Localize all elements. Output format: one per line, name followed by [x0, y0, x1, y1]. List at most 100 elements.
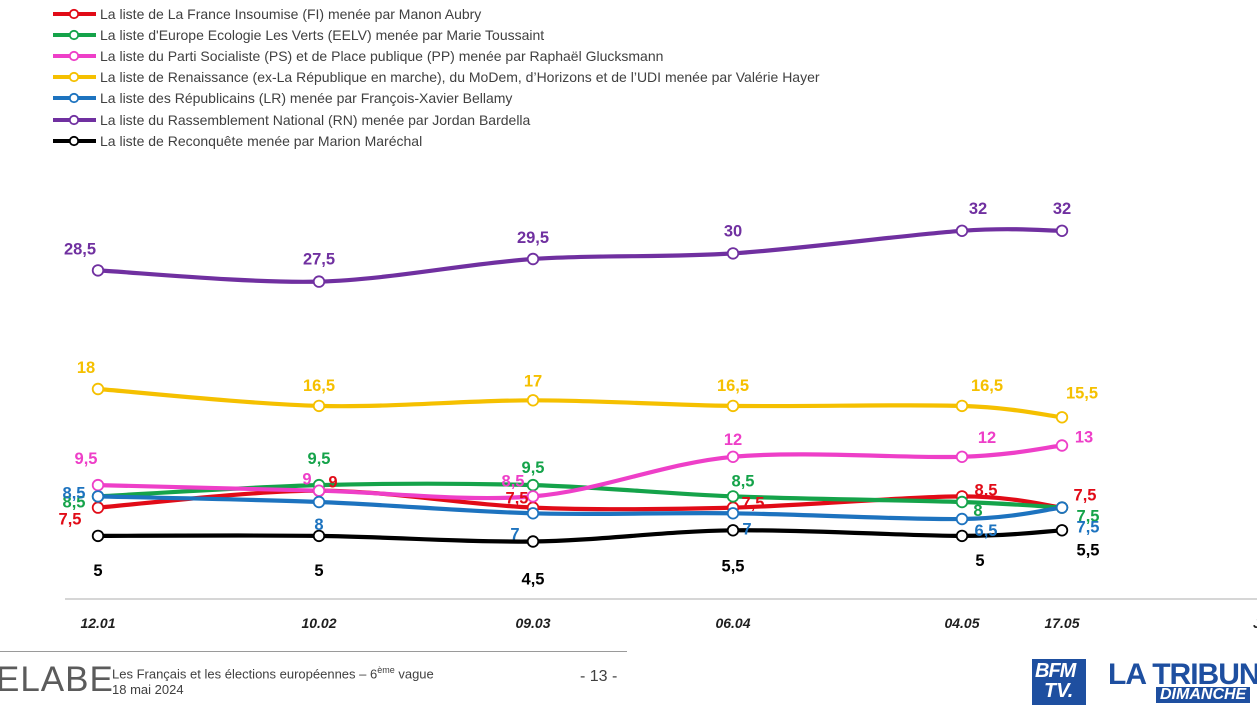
data-point-rec	[955, 529, 969, 543]
data-point-eelv	[526, 478, 540, 492]
data-label-eelv: 8,5	[63, 493, 86, 511]
data-label-fi: 7,5	[59, 511, 82, 529]
legend-label-ren: La liste de Renaissance (ex-La Républiqu…	[100, 69, 820, 86]
data-label-ren: 18	[77, 359, 95, 377]
data-label-rec: 5,5	[1077, 541, 1100, 559]
data-point-lr	[91, 490, 105, 503]
legend-label-fi: La liste de La France Insoumise (FI) men…	[100, 5, 482, 22]
legend-label-ps: La liste du Parti Socialiste (PS) et de …	[100, 47, 664, 64]
legend-swatch-fi	[53, 8, 96, 19]
footer-title-end: vague	[394, 666, 434, 682]
legend-item-eelv: La liste d'Europe Ecologie Les Verts (EE…	[52, 24, 820, 45]
data-point-eelv	[726, 490, 740, 503]
legend-label-rn: La liste du Rassemblement National (RN) …	[100, 111, 531, 128]
line-chart: 12.0110.0209.0306.0404.0517.05J7,597,57,…	[59, 200, 1257, 631]
x-tick-label: 17.05	[1044, 615, 1079, 631]
data-point-lr	[1055, 501, 1069, 514]
data-label-ren: 16,5	[303, 377, 335, 395]
legend-item-fi: La liste de La France Insoumise (FI) men…	[52, 3, 820, 24]
data-label-rn: 27,5	[303, 251, 335, 269]
legend-item-rec: La liste de Reconquête menée par Marion …	[52, 130, 820, 151]
footer-date: 18 mai 2024	[112, 682, 184, 698]
data-label-lr: 8,5	[63, 484, 86, 502]
data-label-lr: 7	[510, 525, 519, 543]
data-label-ps: 13	[1075, 429, 1093, 447]
data-label-eelv: 7,5	[1077, 508, 1100, 526]
data-label-ren: 16,5	[971, 377, 1003, 395]
footer-title: Les Français et les élections européenne…	[112, 666, 378, 682]
data-label-rec: 4,5	[522, 571, 545, 589]
data-label-ren: 15,5	[1066, 384, 1098, 402]
data-label-eelv: 8,5	[732, 472, 755, 490]
data-label-ren: 16,5	[717, 377, 749, 395]
data-label-eelv: 8	[973, 502, 982, 520]
bfmtv-logo: BFM TV.	[1032, 659, 1086, 705]
data-point-rn	[726, 247, 740, 260]
data-label-fi: 7,5	[1074, 487, 1097, 505]
x-tick-label: 06.04	[715, 615, 750, 631]
x-tick-label: 09.03	[515, 615, 550, 631]
data-point-lr	[955, 512, 969, 526]
chart-legend: La liste de La France Insoumise (FI) men…	[52, 3, 820, 151]
legend-swatch-ren	[53, 72, 96, 83]
data-label-rn: 32	[969, 200, 987, 218]
data-point-ps	[955, 450, 969, 464]
data-point-ren	[955, 399, 969, 413]
data-point-rec	[526, 535, 540, 548]
data-label-fi: 7,5	[742, 495, 765, 513]
data-point-ps	[1055, 439, 1069, 452]
bfm-logo-text: BFM	[1035, 660, 1076, 682]
data-label-ps: 9	[302, 471, 311, 489]
legend-swatch-eelv	[53, 29, 96, 40]
data-label-fi: 9	[328, 474, 337, 492]
data-point-ps	[726, 450, 740, 464]
series-line-ps	[95, 443, 1065, 501]
series-line-ren	[95, 386, 1065, 420]
data-point-ps	[91, 478, 105, 492]
data-point-lr	[726, 507, 740, 520]
data-point-lr	[312, 495, 326, 509]
legend-item-ren: La liste de Renaissance (ex-La Républiqu…	[52, 67, 820, 88]
data-label-lr: 7,5	[1077, 519, 1100, 537]
data-point-rec	[1055, 524, 1069, 537]
dimanche-logo-text: DIMANCHE	[1156, 687, 1251, 703]
data-label-rec: 5,5	[722, 557, 745, 575]
data-label-rn: 28,5	[64, 240, 96, 258]
legend-label-lr: La liste des Républicains (LR) menée par…	[100, 90, 513, 107]
data-label-ps: 12	[724, 431, 742, 449]
data-label-ren: 17	[524, 372, 542, 390]
data-point-rn	[91, 264, 105, 277]
data-label-rec: 5	[314, 562, 323, 580]
data-label-rec: 5	[93, 562, 102, 580]
data-label-ps: 12	[978, 429, 996, 447]
data-label-ps: 8,5	[502, 472, 525, 490]
x-tick-label: 12.01	[80, 615, 115, 631]
legend-item-rn: La liste du Rassemblement National (RN) …	[52, 109, 820, 130]
legend-swatch-lr	[53, 93, 96, 104]
data-point-rn	[526, 252, 540, 266]
x-tick-label: 10.02	[301, 615, 336, 631]
la-tribune-logo-text: LA TRIBUNE	[1108, 658, 1257, 691]
legend-item-ps: La liste du Parti Socialiste (PS) et de …	[52, 45, 820, 66]
data-point-ps	[526, 490, 540, 503]
data-label-lr: 6,5	[975, 522, 998, 540]
data-label-rec: 5	[975, 552, 984, 570]
data-label-fi: 7,5	[506, 490, 529, 508]
data-point-ren	[312, 399, 326, 413]
tv-logo-text: TV.	[1044, 680, 1074, 702]
data-label-rn: 30	[724, 222, 742, 240]
elabe-logo: ELABE	[0, 660, 114, 699]
data-label-rn: 29,5	[517, 229, 549, 247]
legend-label-rec: La liste de Reconquête menée par Marion …	[100, 132, 423, 149]
legend-swatch-rec	[53, 135, 96, 146]
data-point-fi	[91, 501, 105, 514]
footer-divider	[0, 651, 627, 652]
footer-subtitle: Les Français et les élections européenne…	[112, 662, 434, 698]
legend-swatch-rn	[53, 114, 96, 125]
legend-label-eelv: La liste d'Europe Ecologie Les Verts (EE…	[100, 26, 545, 43]
series-line-rn	[95, 227, 1065, 284]
data-point-ren	[726, 399, 740, 413]
data-point-rn	[312, 275, 326, 288]
data-point-rn	[1055, 224, 1069, 238]
legend-swatch-ps	[53, 50, 96, 62]
